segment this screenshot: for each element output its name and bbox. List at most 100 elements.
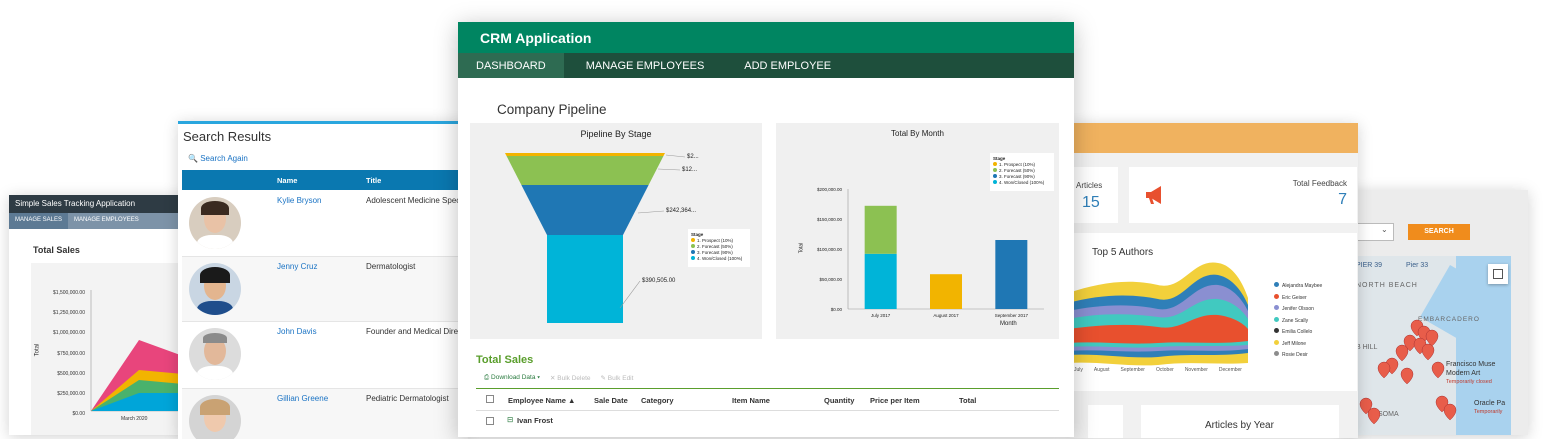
y-tick: $250,000.00 xyxy=(57,391,85,398)
col-title: Title xyxy=(366,176,382,185)
col-item-name[interactable]: Item Name xyxy=(732,396,770,405)
articles-by-year-title: Articles by Year xyxy=(1205,420,1274,431)
crm-app-window: CRM Application DASHBOARD MANAGE EMPLOYE… xyxy=(458,22,1074,437)
bar-segment xyxy=(864,205,897,254)
y-tick: $500,000.00 xyxy=(57,370,85,377)
tab-manage-employees[interactable]: MANAGE EMPLOYEES xyxy=(585,60,705,72)
articles-label: Articles xyxy=(1076,181,1103,190)
sales-area-chart xyxy=(90,290,194,412)
map-marker-icon xyxy=(1443,403,1457,421)
printer-icon: ⎙ xyxy=(484,374,492,381)
row-name[interactable]: Gillian Greene xyxy=(277,394,329,403)
nav-manage-employees[interactable]: MANAGE EMPLOYEES xyxy=(74,217,139,223)
funnel-segment xyxy=(521,185,649,235)
search-icon: 🔍 xyxy=(188,154,198,163)
bar-segment xyxy=(995,240,1028,309)
sales-app-title: Simple Sales Tracking Application xyxy=(9,195,194,213)
col-category[interactable]: Category xyxy=(641,396,674,405)
table-row[interactable]: Jenny Cruz Dermatologist xyxy=(182,257,468,322)
table-row[interactable]: John Davis Founder and Medical Direct xyxy=(182,322,468,389)
table-row[interactable]: Kylie Bryson Adolescent Medicine Speci xyxy=(182,190,468,257)
col-price-per-item[interactable]: Price per Item xyxy=(870,396,920,405)
close-icon: ✕ xyxy=(550,375,558,382)
nav-manage-sales[interactable]: MANAGE SALES xyxy=(9,213,69,229)
group-employee-name: Ivan Frost xyxy=(517,416,553,425)
legend-item: Eric Geiser xyxy=(1274,293,1322,305)
articles-by-year-panel: Articles by Year xyxy=(1141,405,1339,438)
articles-dashboard-window: Articles 15 Total Feedback 7 Top 5 Autho… xyxy=(1068,123,1358,438)
funnel-title: Pipeline By Stage xyxy=(580,129,652,139)
col-total[interactable]: Total xyxy=(959,396,977,405)
table-row[interactable]: Gillian Greene Pediatric Dermatologist xyxy=(182,389,468,439)
x-tick: August xyxy=(1093,367,1110,373)
row-name[interactable]: John Davis xyxy=(277,327,317,336)
legend-item: 1. Prospect (10%) xyxy=(993,162,1051,168)
legend-item: Rosie Desir xyxy=(1274,350,1322,362)
legend-item: Zane Scally xyxy=(1274,316,1322,328)
month-y-label: Total xyxy=(798,242,805,254)
search-results-title: Search Results xyxy=(183,129,272,144)
search-again-label: Search Again xyxy=(200,154,248,163)
map-label: EMBARCADERO xyxy=(1418,316,1480,323)
map-marker-icon xyxy=(1395,344,1409,362)
search-results-window: Search Results 🔍 Search Again Name Title… xyxy=(178,121,468,439)
map-markers xyxy=(1359,319,1457,425)
month-x-label: Month xyxy=(1000,321,1017,327)
bulk-edit-button[interactable]: ✎ Bulk Edit xyxy=(600,375,634,382)
expand-icon[interactable]: ⊟ xyxy=(507,415,514,424)
row-name[interactable]: Jenny Cruz xyxy=(277,262,318,271)
map-label: PIER 39 xyxy=(1356,262,1383,269)
row-name[interactable]: Kylie Bryson xyxy=(277,196,322,205)
select-all-checkbox[interactable] xyxy=(486,395,494,403)
results-header-row: Name Title xyxy=(182,170,468,190)
avatar xyxy=(189,328,241,380)
tab-add-employee[interactable]: ADD EMPLOYEE xyxy=(744,60,832,72)
map-view[interactable]: PIER 39 Pier 33 NORTH BEACH EMBARCADERO … xyxy=(1356,256,1511,435)
map-marker-icon xyxy=(1421,343,1435,361)
x-tick-label: September 2017 xyxy=(995,313,1029,318)
bulk-delete-button[interactable]: ✕ Bulk Delete xyxy=(550,375,591,382)
y-tick: $750,000.00 xyxy=(57,350,85,357)
col-quantity[interactable]: Quantity xyxy=(824,396,855,405)
articles-count-tile: Articles 15 xyxy=(1068,167,1118,223)
month-bar-chart: $200,000.00 $150,000.00 $100,000.00 $50,000… xyxy=(817,187,1044,318)
legend-item: 4. Won/Closed (100%) xyxy=(993,180,1051,186)
funnel-leader-line xyxy=(657,168,681,171)
funnel-leader-line xyxy=(665,154,686,158)
col-employee-name[interactable]: Employee Name ▲ xyxy=(508,396,576,405)
grid-group-row[interactable]: ⊟ Ivan Frost xyxy=(476,411,1059,431)
map-label: Temporarily xyxy=(1474,409,1503,415)
month-chart-panel: Total By Month $200,000.00 $150,000.00 $10… xyxy=(776,123,1059,339)
row-checkbox[interactable] xyxy=(486,417,494,425)
map-label: Pier 33 xyxy=(1406,262,1429,269)
map-marker-icon xyxy=(1400,367,1414,385)
funnel-data-label: $12... xyxy=(682,167,698,173)
legend-title: Stage xyxy=(691,232,704,237)
download-data-button[interactable]: ⎙ Download Data ▾ xyxy=(484,374,540,381)
fullscreen-icon[interactable] xyxy=(1488,264,1508,284)
map-window: ⌄ SEARCH PIER 39 Pier 33 NORTH BEACH EMB… xyxy=(1340,190,1528,435)
funnel-leader-line xyxy=(619,280,641,309)
funnel-segment xyxy=(505,153,665,156)
bar-segment xyxy=(864,253,897,309)
map-label: Oracle Pa xyxy=(1474,400,1506,407)
y-tick-label: $50,000.00 xyxy=(819,277,842,282)
map-marker-icon xyxy=(1425,329,1439,347)
avatar xyxy=(189,197,241,249)
legend-item: Alejandra Maybee xyxy=(1274,281,1322,293)
stream-layer xyxy=(1068,314,1248,344)
map-search-button[interactable]: SEARCH xyxy=(1408,224,1470,240)
map-label: SOMA xyxy=(1378,411,1399,418)
avatar xyxy=(189,263,241,315)
map-marker-icon xyxy=(1367,407,1381,425)
col-sale-date[interactable]: Sale Date xyxy=(594,396,628,405)
top-authors-panel: Top 5 Authors July August September Octo… xyxy=(1068,233,1357,391)
search-again-link[interactable]: 🔍 Search Again xyxy=(188,154,248,163)
x-tick: November xyxy=(1184,367,1208,373)
map-label: Francisco Muse xyxy=(1446,361,1496,368)
grid-top-rule xyxy=(476,388,1059,389)
feedback-count: 7 xyxy=(1338,191,1347,208)
map-label: Temporarily closed xyxy=(1446,379,1492,385)
articles-header-bar xyxy=(1068,123,1358,153)
tab-dashboard[interactable]: DASHBOARD xyxy=(458,53,564,78)
